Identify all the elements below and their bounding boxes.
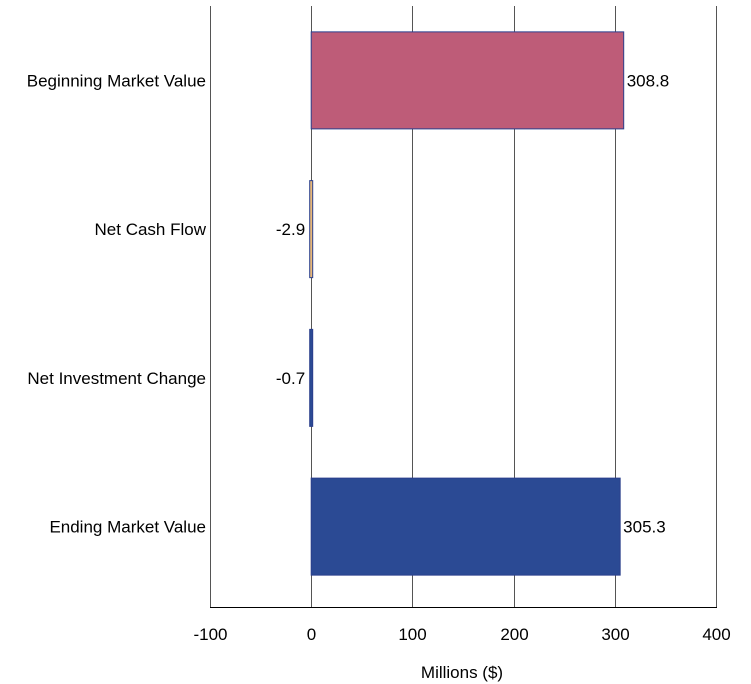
bars (309, 31, 625, 576)
x-tick-label: 200 (500, 625, 528, 644)
category-label: Beginning Market Value (27, 71, 206, 90)
data-labels: 308.8 -2.9 -0.7 305.3 (276, 71, 669, 536)
bar (309, 180, 314, 279)
bar (310, 477, 621, 576)
x-tick-label: -100 (193, 625, 227, 644)
data-label: 308.8 (627, 71, 670, 90)
data-label: 305.3 (623, 518, 666, 537)
data-label: -0.7 (276, 369, 305, 388)
category-label: Ending Market Value (49, 518, 206, 537)
x-tick-label: 400 (702, 625, 730, 644)
category-label: Net Investment Change (27, 369, 206, 388)
bar (310, 31, 625, 130)
x-tick-label: 0 (307, 625, 316, 644)
x-tick-label: 300 (601, 625, 629, 644)
bar (309, 328, 314, 427)
category-labels: Beginning Market Value Net Cash Flow Net I… (27, 71, 207, 536)
data-label: -2.9 (276, 220, 305, 239)
x-tick-label: 100 (398, 625, 426, 644)
x-axis-label: Millions ($) (421, 663, 503, 682)
category-label: Net Cash Flow (95, 220, 207, 239)
x-tick-labels: -100 0 100 200 300 400 (193, 625, 730, 644)
